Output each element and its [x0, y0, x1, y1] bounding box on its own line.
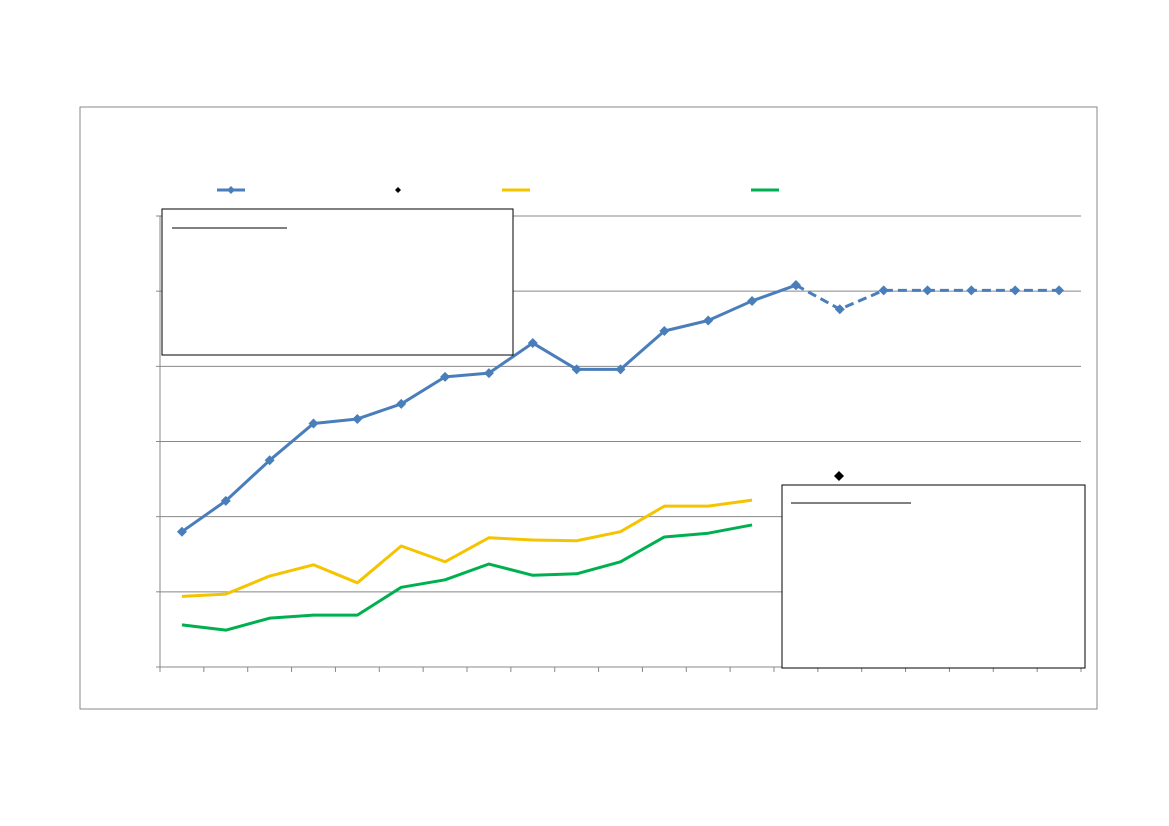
text-box	[161, 208, 514, 356]
point-marker	[1054, 285, 1065, 296]
point-marker	[308, 418, 319, 429]
legend-marker	[395, 187, 401, 193]
point-marker	[747, 295, 758, 306]
point-marker	[966, 285, 977, 296]
point-marker	[1010, 285, 1021, 296]
note-marker	[834, 471, 844, 481]
point-marker	[396, 398, 407, 409]
text-box	[781, 471, 1086, 669]
point-marker	[834, 304, 845, 315]
point-marker	[659, 326, 670, 337]
point-marker	[527, 338, 538, 349]
point-marker	[264, 455, 275, 466]
point-marker	[176, 526, 187, 537]
series-line	[181, 523, 753, 632]
text-box-frame	[781, 484, 1086, 669]
point-marker	[615, 364, 626, 375]
legend	[217, 186, 779, 194]
point-marker	[220, 495, 231, 506]
point-marker	[571, 364, 582, 375]
text-box-frame	[161, 208, 514, 356]
legend-marker	[227, 186, 235, 194]
point-marker	[878, 285, 889, 296]
point-marker	[703, 315, 714, 326]
point-marker	[352, 413, 363, 424]
point-marker	[790, 280, 801, 291]
series-line	[181, 498, 753, 598]
point-marker	[922, 285, 933, 296]
point-marker	[440, 371, 451, 382]
point-marker	[483, 368, 494, 379]
